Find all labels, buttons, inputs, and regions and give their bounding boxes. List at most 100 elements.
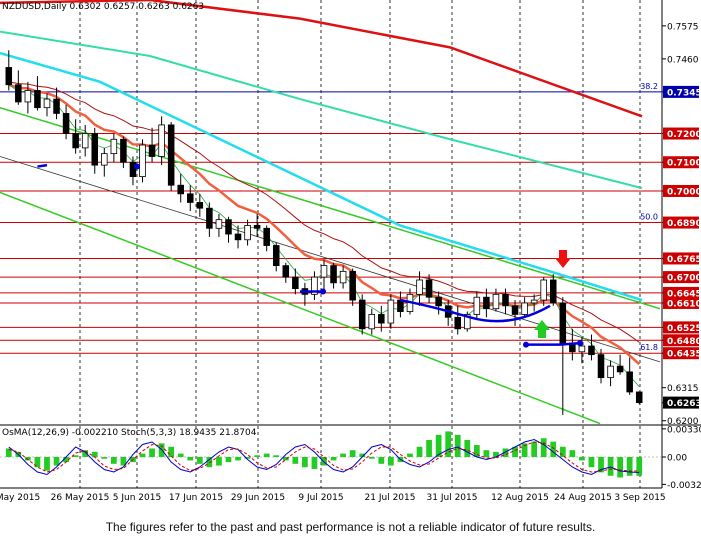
disclaimer-text: The figures refer to the past and past p… xyxy=(105,520,596,534)
candlesticks xyxy=(5,50,643,415)
price-box xyxy=(663,127,699,140)
x-tick-label: 21 Jul 2015 xyxy=(365,493,416,503)
candle-body xyxy=(435,296,442,307)
candle-body xyxy=(578,345,586,353)
candle-body xyxy=(339,270,347,284)
osma-bar xyxy=(464,439,471,457)
candle-body xyxy=(234,233,242,241)
price-box xyxy=(663,321,699,334)
signal-segment xyxy=(37,163,48,168)
time-axis-labels: May 2015 26 May 2015 5 Jun 2015 17 Jun 2015… xyxy=(0,493,666,503)
price-label: 0.6200 xyxy=(667,417,699,427)
osma-bar xyxy=(579,457,585,461)
osma-bar xyxy=(311,457,318,469)
candle-body xyxy=(187,193,194,203)
price-label: 0.7460 xyxy=(667,55,699,65)
osma-bar xyxy=(598,457,604,473)
x-tick-label: 3 Sep 2015 xyxy=(614,493,665,503)
osma-bar xyxy=(139,453,146,457)
osma-bar xyxy=(483,450,490,457)
candle-body xyxy=(549,279,557,304)
osma-bar xyxy=(349,450,356,457)
osma-bar xyxy=(636,457,643,476)
ma-teal xyxy=(0,30,643,190)
ma-long-red xyxy=(0,0,643,118)
candle-body xyxy=(311,276,318,295)
osma-bar xyxy=(626,457,633,476)
candle-body xyxy=(425,279,433,298)
osma-bar xyxy=(196,457,203,464)
osma-bar xyxy=(25,457,31,461)
osma-bar xyxy=(617,457,623,478)
signal-dot xyxy=(320,288,326,295)
osma-bar xyxy=(302,457,308,468)
osma-bar xyxy=(550,441,557,457)
price-label: 0.6890 xyxy=(667,219,701,229)
osma-bar xyxy=(416,446,423,457)
x-tick-label: 24 Aug 2015 xyxy=(554,493,612,503)
buy-arrow-icon xyxy=(534,320,550,338)
candle-body xyxy=(454,316,461,330)
osma-bar xyxy=(521,443,528,457)
osma-bar xyxy=(569,450,576,457)
osma-bar xyxy=(5,448,12,457)
candle-body xyxy=(597,354,605,379)
candle-body xyxy=(177,184,184,195)
price-box xyxy=(663,271,699,284)
candle-body xyxy=(81,133,89,149)
osma-bar xyxy=(330,457,337,461)
osma-bar xyxy=(44,457,50,471)
candle-body xyxy=(282,265,290,278)
osma-bar xyxy=(110,457,117,464)
price-label: 0.7000 xyxy=(667,187,701,197)
price-box xyxy=(663,85,699,98)
osma-bar xyxy=(53,457,60,466)
price-chart[interactable]: 38.250.061.8 0.75750.74600.73450.72000.7… xyxy=(0,0,701,518)
candle-body xyxy=(559,302,567,344)
indicator-panel: 0.003300 0.00 -0.003211 xyxy=(0,425,701,491)
price-label: 0.6480 xyxy=(667,337,701,347)
osma-bar xyxy=(407,453,413,457)
osma-bar xyxy=(540,438,547,457)
ma-cyan xyxy=(0,51,643,302)
price-label: 0.7200 xyxy=(667,130,701,140)
osma-bar xyxy=(454,434,461,457)
candle-body xyxy=(15,84,22,103)
osma-bar xyxy=(225,457,232,463)
osma-bar xyxy=(235,457,241,461)
x-tick-label: May 2015 xyxy=(0,493,40,503)
signal-dot xyxy=(523,341,529,348)
candle-body xyxy=(635,391,643,404)
osma-bar xyxy=(426,439,432,457)
signal-dot xyxy=(134,163,140,170)
price-label: 0.6315 xyxy=(667,384,699,394)
candle-body xyxy=(387,299,395,324)
x-tick-label: 31 Jul 2015 xyxy=(427,493,478,503)
candle-body xyxy=(378,314,385,324)
candle-body xyxy=(511,305,519,315)
osma-bar xyxy=(254,455,260,457)
candle-body xyxy=(616,365,624,373)
price-label: 0.6435 xyxy=(667,350,701,360)
candle-body xyxy=(330,265,337,284)
price-label: 0.6765 xyxy=(667,255,701,265)
osma-bar xyxy=(206,457,213,468)
osma-bar xyxy=(177,453,184,457)
candle-body xyxy=(626,371,633,393)
signal-markers xyxy=(37,163,583,348)
osma-bar xyxy=(72,455,79,457)
candle-body xyxy=(320,265,328,278)
candle-body xyxy=(5,67,13,86)
price-label: 0.6700 xyxy=(667,274,701,284)
candle-body xyxy=(263,227,270,246)
osma-bar xyxy=(82,450,89,457)
signal-curve xyxy=(399,298,551,323)
candle-body xyxy=(206,207,213,229)
price-label: 0.7100 xyxy=(667,159,701,169)
fib-tag: 61.8 xyxy=(640,343,658,352)
osma-bar xyxy=(244,457,251,459)
candle-body xyxy=(43,98,51,109)
ind-y-label: 0.00 xyxy=(667,454,687,464)
osma-bar xyxy=(359,453,366,457)
osma-bar xyxy=(531,441,538,457)
